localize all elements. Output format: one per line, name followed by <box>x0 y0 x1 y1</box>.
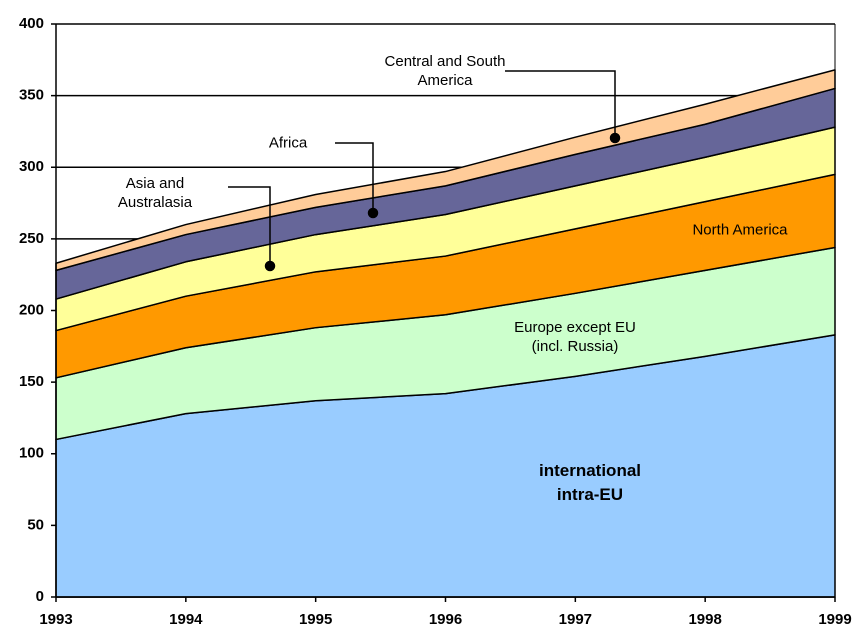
x-tick-label: 1999 <box>818 611 851 628</box>
y-tick-label: 350 <box>19 87 44 104</box>
x-tick-label: 1996 <box>429 611 462 628</box>
y-tick-label: 100 <box>19 445 44 462</box>
leader-dot <box>264 260 276 272</box>
areas <box>55 69 836 598</box>
ticks: 0 50 100 150 200 250 300 350 400 1993 1994 1995 1996… <box>19 15 852 628</box>
leader-line <box>505 70 616 138</box>
series-label: international intra-EU <box>538 461 642 504</box>
y-tick-label: 400 <box>19 15 44 32</box>
y-tick-label: 300 <box>19 158 44 175</box>
series-label: Asia and Australasia <box>117 175 193 211</box>
series-label: Africa <box>268 134 308 152</box>
leader-line <box>228 186 271 266</box>
x-tick-label: 1994 <box>169 611 203 628</box>
x-tick-label: 1995 <box>299 611 332 628</box>
x-tick-label: 1998 <box>688 611 721 628</box>
x-tick-label: 1993 <box>39 611 72 628</box>
leader-dot <box>367 207 379 219</box>
y-tick-label: 200 <box>19 301 44 318</box>
x-tick-label: 1997 <box>559 611 592 628</box>
series-label: Central and South America <box>384 53 506 89</box>
leader-dot <box>609 132 621 144</box>
series-label: North America <box>692 221 788 239</box>
leader-lines <box>228 70 621 272</box>
leader-line <box>335 142 374 213</box>
series-label: Europe except EU (incl. Russia) <box>514 319 636 355</box>
y-tick-label: 50 <box>27 516 44 533</box>
y-tick-label: 0 <box>36 588 44 605</box>
y-tick-label: 250 <box>19 230 44 247</box>
y-tick-label: 150 <box>19 373 44 390</box>
